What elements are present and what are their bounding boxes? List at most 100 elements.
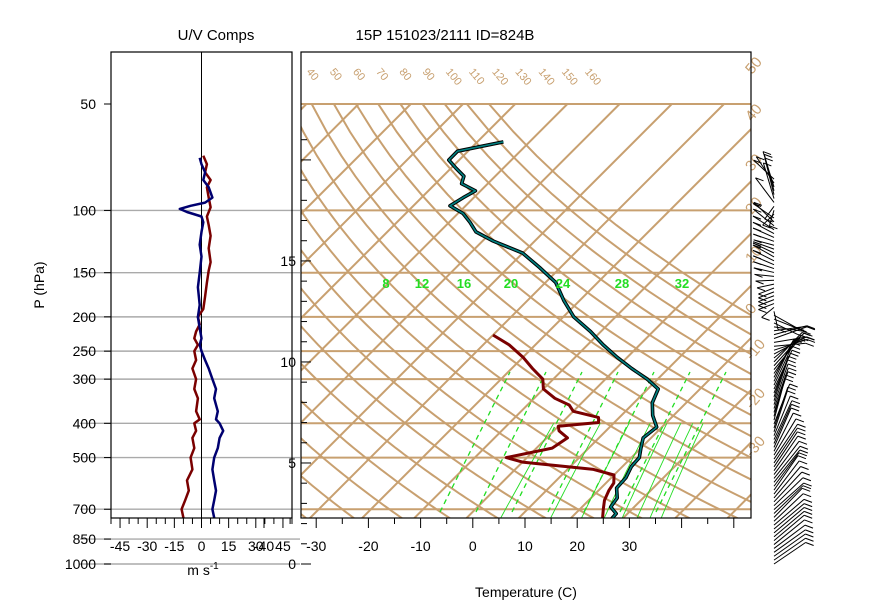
wind-barb-flag xyxy=(756,287,766,292)
moist-adiabat-dashed xyxy=(511,371,583,513)
uv-x-tick-label: 0 xyxy=(198,538,206,554)
dry-adiabat xyxy=(466,103,751,336)
wind-barb-flag xyxy=(795,326,805,331)
wind-barb-shaft xyxy=(773,477,804,507)
wind-barb-shaft xyxy=(773,412,794,452)
wind-barb-shaft xyxy=(773,400,793,440)
wind-barb-flag xyxy=(752,242,762,247)
wind-barb-shaft xyxy=(773,431,798,468)
wind-barb-shaft xyxy=(768,210,775,226)
wind-barb-shaft xyxy=(773,440,800,475)
wind-barb-shaft xyxy=(773,359,789,401)
wind-barb-shaft xyxy=(773,407,792,448)
dry-adiabat xyxy=(377,103,751,417)
wind-barb-flag xyxy=(753,241,762,246)
wind-barb-shaft xyxy=(773,499,805,526)
isotherm xyxy=(0,104,150,564)
wind-barb-flag xyxy=(806,336,815,341)
right-edge-label: 20 xyxy=(742,194,766,218)
wind-barb-shaft xyxy=(773,507,805,534)
wind-barb-shaft xyxy=(773,487,803,518)
wind-barb-flag xyxy=(791,349,801,354)
wind-barb-flag xyxy=(764,218,773,223)
wind-barb-flag xyxy=(805,325,815,330)
wind-barb-shaft xyxy=(773,367,789,409)
wind-barb-shaft xyxy=(752,221,775,234)
wind-barb-flag xyxy=(803,498,813,503)
uv-x-ticks: -45 -30 -15 0 15 30 45 xyxy=(110,518,293,554)
wind-barb-flag xyxy=(802,330,811,335)
wind-barb-flag xyxy=(787,371,797,376)
wind-barb-flag xyxy=(802,485,812,490)
dry-adiabat-label: 80 xyxy=(397,66,414,83)
uv-panel: -45 -30 -15 0 15 30 45 10008507005004003002502… xyxy=(31,51,300,578)
dry-adiabat-label: 130 xyxy=(513,66,534,88)
wind-barb-shaft xyxy=(773,371,789,413)
dry-adiabat-label: 40 xyxy=(304,66,321,83)
wind-barb-flag xyxy=(805,533,814,538)
pressure-tick-label: 400 xyxy=(73,415,97,431)
wind-barb-flag xyxy=(758,309,767,314)
wind-barb-shaft xyxy=(753,202,775,223)
skewt-panel-title: 15P 151023/2111 ID=824B xyxy=(356,27,535,44)
dry-adiabat-label: 160 xyxy=(582,66,603,88)
wind-barb-flag xyxy=(806,338,816,343)
wind-barb-flag xyxy=(762,224,771,229)
dewpoint-line xyxy=(448,141,659,518)
wind-barb-shaft xyxy=(773,455,799,491)
wind-barb-shaft xyxy=(773,510,805,538)
wind-barb-shaft xyxy=(773,445,801,479)
dry-adiabat xyxy=(301,399,452,518)
wind-barb-flag xyxy=(784,378,794,383)
wind-barb-shaft xyxy=(756,283,775,289)
pressure-tick-label: 500 xyxy=(73,450,97,466)
dry-adiabat xyxy=(355,103,751,438)
wind-barb-flag xyxy=(795,418,805,423)
wind-barb-flag xyxy=(752,221,762,226)
temperature-tick-label: 30 xyxy=(622,538,638,554)
height-tick-label: 10 xyxy=(280,354,296,370)
wind-barb-flag xyxy=(752,255,762,260)
wind-barb-shaft xyxy=(773,503,805,530)
wind-barb-flag xyxy=(788,367,797,372)
dry-adiabat xyxy=(301,124,751,503)
moist-adiabat-dashed xyxy=(619,371,691,513)
moist-adiabat-dashed xyxy=(583,371,655,513)
right-edge-label: -20 xyxy=(742,385,769,413)
right-edge-label: -30 xyxy=(742,433,769,461)
height-tick-label: 15 xyxy=(280,253,296,269)
dry-adiabat-labels: 40 50 60 70 80 90 100 110 120 130 140 150 160 xyxy=(304,66,603,88)
dry-adiabat xyxy=(399,103,751,396)
height-km-ticks: 0 5 10 15 xyxy=(280,139,311,572)
pressure-tick-label: 850 xyxy=(73,531,97,547)
wind-barb-shaft xyxy=(773,482,804,510)
mixing-ratio-label: 20 xyxy=(504,276,518,291)
wind-barb-flag xyxy=(804,332,813,337)
wind-barb-flag xyxy=(790,352,799,357)
wind-barb-flag xyxy=(753,261,762,266)
mixing-ratio-line xyxy=(500,423,555,518)
moist-adiabat-dashed xyxy=(439,371,511,513)
wind-barb-flag xyxy=(753,159,762,164)
wind-barb-shaft xyxy=(773,524,806,549)
isotherm xyxy=(726,493,751,518)
uv-series xyxy=(178,155,225,518)
wind-barb-flag xyxy=(752,203,762,207)
wind-barb-flag xyxy=(752,215,762,220)
wind-barb-shaft xyxy=(758,291,775,299)
uv-x-tick-label: 30 xyxy=(248,538,264,554)
mixing-ratio-label: 28 xyxy=(615,276,629,291)
wind-barb-shaft xyxy=(773,318,799,330)
moist-adiabat-dashed xyxy=(655,371,727,513)
dry-adiabat-label: 150 xyxy=(559,66,580,88)
wind-barb-flag xyxy=(797,423,806,428)
wind-barb-shaft xyxy=(773,485,804,514)
wind-barb-flag xyxy=(798,440,808,445)
wind-barb-flag xyxy=(769,225,778,230)
wind-barb-flag xyxy=(753,239,762,244)
dry-adiabat xyxy=(301,324,548,518)
wind-barb-shaft xyxy=(773,363,789,405)
wind-barb-flag xyxy=(752,244,762,249)
wind-barb-flag xyxy=(805,529,814,534)
pressure-tick-label: 250 xyxy=(73,343,97,359)
